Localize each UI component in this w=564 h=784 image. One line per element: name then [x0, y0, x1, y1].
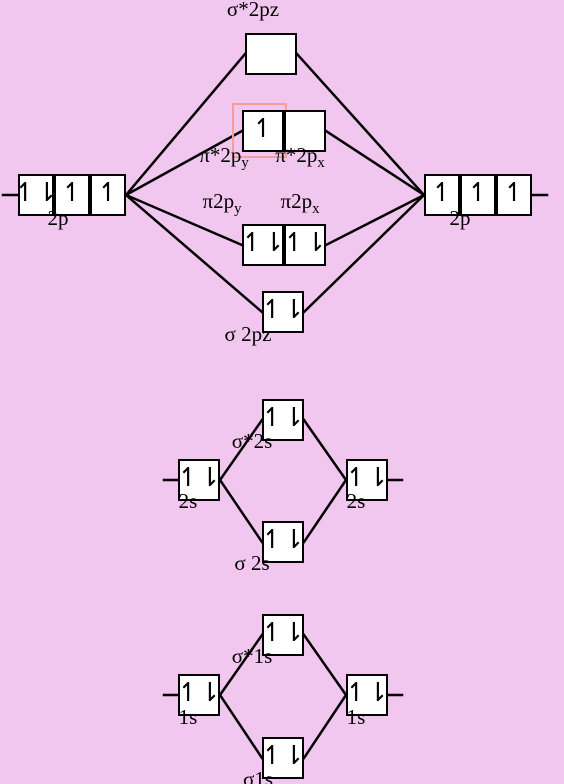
lbl-pi2px: π2px	[255, 190, 345, 213]
mo-diagram: ↿⇂↿↿↿↿↿↿↿⇂↿⇂↿⇂↿⇂↿⇂↿⇂↿⇂↿⇂↿⇂↿⇂↿⇂σ*2pzπ*2py…	[0, 0, 564, 784]
lbl-sigma2sstar: σ*2s	[212, 430, 292, 453]
ao-2p-R-c: ↿	[496, 174, 532, 216]
ao-2p-L-c: ↿	[90, 174, 126, 216]
electron-arrows: ↿	[467, 178, 489, 208]
lbl-pi2pxstar: π*2px	[255, 144, 345, 167]
electron-arrows: ↿	[61, 178, 83, 208]
electron-arrows: ↿⇂	[261, 295, 305, 325]
lbl-sigma1s: σ1s	[218, 768, 298, 784]
electron-arrows: ↿⇂	[14, 178, 58, 208]
electron-arrows: ↿	[503, 178, 525, 208]
electron-arrows: ↿	[252, 114, 274, 144]
electron-arrows: ↿⇂	[345, 678, 389, 708]
lbl-pi2py: π2py	[177, 190, 267, 213]
electron-arrows: ↿	[431, 178, 453, 208]
lbl-sigma2s: σ 2s	[212, 552, 292, 575]
lbl-2p-L: 2p	[38, 207, 78, 230]
lbl-sigma1sstar: σ*1s	[212, 645, 292, 668]
pi-2px: ↿⇂	[284, 224, 326, 266]
electron-arrows: ↿⇂	[241, 228, 285, 258]
lbl-2s-L: 2s	[168, 490, 208, 513]
electron-arrows: ↿⇂	[177, 678, 221, 708]
lbl-sigma2pz: σ 2pz	[203, 323, 293, 346]
lbl-1s-L: 1s	[168, 706, 208, 729]
pi-2py: ↿⇂	[242, 224, 284, 266]
electron-arrows: ↿⇂	[283, 228, 327, 258]
electron-arrows: ↿	[97, 178, 119, 208]
lbl-2s-R: 2s	[336, 490, 376, 513]
lbl-sigma2pzstar: σ*2pz	[193, 0, 313, 21]
sigma-2pz-star	[245, 33, 297, 75]
lbl-1s-R: 1s	[336, 706, 376, 729]
lbl-2p-R: 2p	[440, 207, 480, 230]
